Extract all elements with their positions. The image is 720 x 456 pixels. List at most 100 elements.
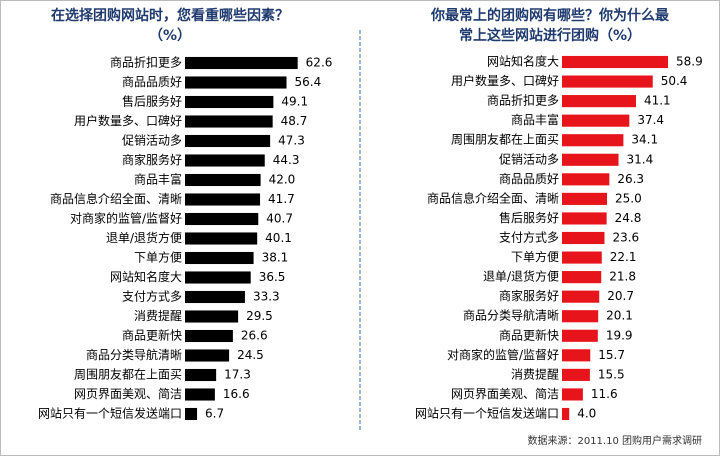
value-label: 56.4 [295, 75, 322, 89]
bar [185, 407, 198, 421]
y-tick-label: 商品折扣更多 [110, 55, 182, 70]
y-tick-label: 商家服务好 [122, 152, 182, 167]
value-label: 29.5 [246, 309, 273, 323]
value-label: 48.7 [281, 114, 308, 128]
value-label: 15.5 [598, 367, 625, 381]
y-tick-label: 商家服务好 [499, 288, 559, 303]
value-label: 36.5 [259, 270, 286, 284]
y-tick-label: 周围朋友都在上面买 [74, 368, 182, 382]
value-label: 42.0 [269, 173, 296, 187]
bar [185, 193, 261, 206]
value-label: 26.6 [241, 329, 268, 343]
bar [562, 75, 653, 88]
value-label: 23.6 [612, 231, 639, 245]
bar [562, 231, 605, 245]
value-label: 44.3 [273, 153, 300, 167]
value-label: 33.3 [253, 290, 280, 304]
y-tick-label: 商品丰富 [511, 112, 559, 127]
y-tick-label: 商品分类导航清晰 [463, 308, 559, 323]
y-tick-label: 退单/退货方便 [483, 269, 559, 284]
y-tick-label: 对商家的监管/监督好 [447, 347, 559, 362]
value-label: 49.1 [281, 95, 308, 109]
y-tick-label: 网站只有一个短信发送端口 [415, 406, 559, 421]
chart-title: 你最常上的团购网有哪些？你为什么最常上这些网站进行团购（%） [431, 8, 669, 44]
y-tick-label: 网页界面美观、简洁 [451, 387, 559, 401]
value-label: 50.4 [661, 74, 688, 88]
bar [185, 310, 239, 323]
bar [185, 329, 233, 343]
value-label: 15.7 [598, 348, 625, 362]
value-label: 47.3 [278, 134, 305, 148]
bar [185, 95, 274, 109]
bar [185, 173, 261, 187]
bar [562, 153, 619, 166]
value-label: 19.9 [606, 328, 633, 342]
y-tick-label: 下单方便 [511, 249, 559, 264]
bar [562, 368, 590, 381]
bar [562, 407, 570, 421]
y-tick-label: 商品品质好 [499, 171, 559, 186]
source-note: 数据来源：2011.10 团购用户需求调研 [527, 436, 702, 447]
bar [185, 56, 298, 70]
value-label: 17.3 [224, 368, 251, 382]
bar [562, 349, 591, 362]
value-label: 34.1 [631, 133, 658, 147]
value-label: 11.6 [591, 387, 618, 401]
bar [562, 388, 583, 401]
bar [185, 290, 245, 304]
bar [185, 232, 258, 245]
y-tick-label: 网站知名度大 [487, 54, 559, 69]
y-tick-label: 促销活动多 [122, 134, 182, 148]
bar [562, 95, 636, 108]
y-tick-label: 支付方式多 [499, 230, 559, 245]
y-tick-label: 消费提醒 [511, 366, 559, 381]
bar [185, 368, 217, 382]
bar [562, 173, 610, 186]
value-label: 37.4 [637, 113, 664, 127]
y-tick-label: 下单方便 [134, 250, 182, 265]
y-tick-label: 网站只有一个短信发送端口 [38, 406, 182, 421]
y-tick-label: 用户数量多、口碑好 [451, 73, 559, 88]
value-label: 21.8 [609, 270, 636, 284]
y-tick-label: 网站知名度大 [110, 269, 182, 284]
value-label: 20.7 [607, 289, 634, 303]
bar [562, 251, 602, 264]
bar [562, 212, 607, 225]
y-tick-label: 支付方式多 [122, 289, 182, 304]
bar [185, 349, 230, 362]
bar [185, 388, 215, 401]
y-tick-label: 消费提醒 [134, 308, 182, 323]
value-label: 62.6 [306, 56, 333, 70]
value-label: 58.9 [676, 55, 703, 69]
value-label: 22.1 [610, 250, 637, 264]
bar [562, 114, 630, 127]
value-label: 24.8 [615, 211, 642, 225]
value-label: 25.0 [615, 191, 642, 205]
bar [185, 134, 271, 148]
y-tick-label: 售后服务好 [499, 210, 559, 225]
bar [185, 115, 273, 128]
bar [562, 290, 600, 303]
y-tick-label: 商品更新快 [122, 328, 182, 343]
value-label: 20.1 [606, 309, 633, 323]
y-tick-label: 促销活动多 [499, 152, 559, 166]
bar [185, 251, 254, 265]
y-tick-label: 周围朋友都在上面买 [451, 133, 559, 147]
bar [185, 76, 287, 89]
value-label: 38.1 [262, 251, 289, 265]
value-label: 26.3 [617, 172, 644, 186]
y-tick-label: 退单/退货方便 [106, 230, 182, 245]
bar [562, 310, 599, 323]
value-label: 41.1 [644, 94, 671, 108]
y-tick-label: 商品分类导航清晰 [86, 347, 182, 362]
y-tick-label: 商品信息介绍全面、清晰 [50, 191, 182, 206]
y-tick-label: 商品更新快 [499, 327, 559, 342]
bar [185, 154, 265, 167]
y-tick-label: 商品丰富 [134, 172, 182, 187]
value-label: 24.5 [237, 348, 264, 362]
y-tick-label: 商品折扣更多 [487, 93, 559, 108]
chart-title: 在选择团购网站时，您看重哪些因素？（%） [51, 8, 289, 44]
value-label: 40.1 [265, 231, 292, 245]
y-tick-label: 商品品质好 [122, 74, 182, 89]
y-tick-label: 用户数量多、口碑好 [74, 113, 182, 128]
